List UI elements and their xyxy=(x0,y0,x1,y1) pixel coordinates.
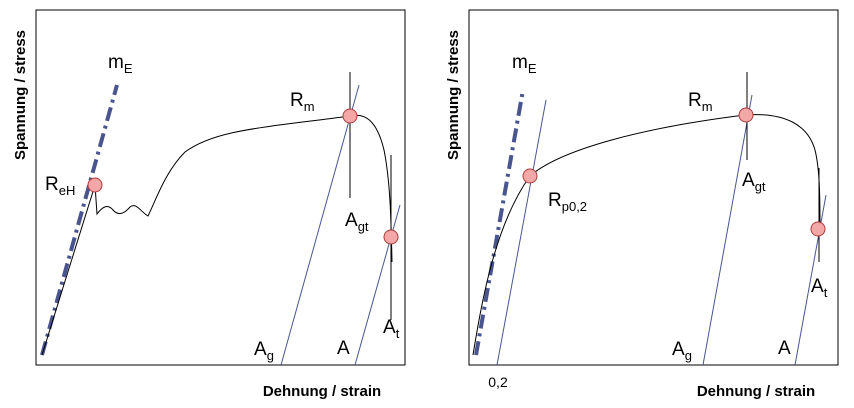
x-axis-label: Dehnung / strain xyxy=(697,383,815,400)
label: At xyxy=(811,276,828,300)
label-sub: t xyxy=(396,326,400,341)
panel-left: Spannung / stress Dehnung / strain mE Re… xyxy=(12,9,406,400)
label-sub: E xyxy=(124,61,133,76)
label-sub: g xyxy=(267,348,274,363)
label-main: R xyxy=(548,190,562,211)
x-axis-label: Dehnung / strain xyxy=(263,383,381,400)
label-main: A xyxy=(345,210,358,231)
label-main: m xyxy=(512,52,528,73)
label-main: R xyxy=(290,90,304,111)
label: mE xyxy=(108,52,133,76)
label-sub: t xyxy=(824,285,828,300)
label: Rp0,2 xyxy=(548,190,587,214)
label-main: A xyxy=(811,276,824,297)
frame xyxy=(468,9,839,366)
label: Ag xyxy=(254,339,274,363)
panel-right: Spannung / stress Dehnung / strain 0,2 m… xyxy=(445,9,839,400)
label-sub: m xyxy=(702,99,713,114)
label-sub: gt xyxy=(358,219,369,234)
stress-strain-curve xyxy=(41,114,393,356)
label-sub: E xyxy=(528,61,537,76)
point xyxy=(522,168,538,184)
point xyxy=(810,221,826,237)
point xyxy=(738,107,754,123)
label-sub: g xyxy=(685,348,692,363)
offset-line xyxy=(496,99,547,366)
offset-line xyxy=(702,94,753,366)
point xyxy=(383,229,399,245)
label: Rm xyxy=(688,90,713,114)
x-tick-label: 0,2 xyxy=(488,374,508,390)
label-main: m xyxy=(108,52,124,73)
y-axis-label: Spannung / stress xyxy=(12,30,29,160)
label: A xyxy=(778,338,791,359)
label-main: A xyxy=(383,317,396,338)
point xyxy=(87,177,103,193)
elastic-line xyxy=(474,89,525,356)
label-main: R xyxy=(45,174,59,195)
label: Agt xyxy=(742,170,766,194)
offset-line xyxy=(280,84,360,366)
point xyxy=(342,108,358,124)
label: Agt xyxy=(345,210,369,234)
label-main: R xyxy=(688,90,702,111)
label: mE xyxy=(512,52,537,76)
label-sub: gt xyxy=(755,179,766,194)
label: At xyxy=(383,317,400,341)
label-main: A xyxy=(742,170,755,191)
elastic-line xyxy=(40,84,119,356)
label-sub: p0,2 xyxy=(562,199,587,214)
label: Ag xyxy=(672,339,692,363)
label: A xyxy=(337,338,350,359)
stress-strain-curve xyxy=(472,114,821,356)
label: Rm xyxy=(290,90,315,114)
label-sub: eH xyxy=(59,183,76,198)
label: ReH xyxy=(45,174,75,198)
label-sub: m xyxy=(304,99,315,114)
label-main: A xyxy=(254,339,267,360)
label-main: A xyxy=(672,339,685,360)
y-axis-label: Spannung / stress xyxy=(445,30,462,160)
frame xyxy=(35,9,406,366)
